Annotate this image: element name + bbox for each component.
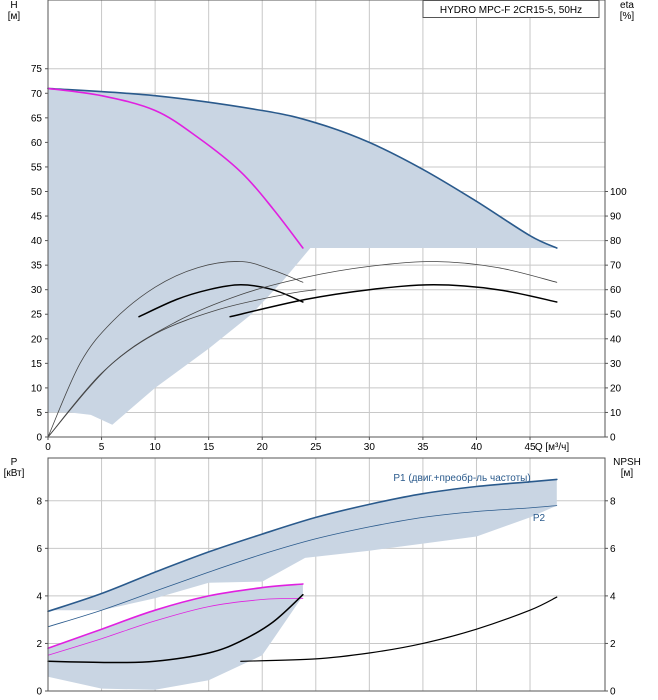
y-tick-label: 10 [31, 383, 43, 394]
curve-npsh-2-pumps [240, 596, 558, 662]
y2-tick-label: 40 [610, 334, 622, 345]
operating-range-band [48, 88, 557, 425]
y-tick-label: 70 [31, 89, 43, 100]
y2-tick-label: 8 [610, 496, 616, 507]
operating-range-band [48, 584, 303, 690]
y-tick-label: 75 [31, 64, 43, 75]
y2-axis-label: NPSH [м] [613, 457, 641, 479]
x-tick-label: 40 [471, 442, 483, 453]
y2-tick-label: 90 [610, 212, 622, 223]
y-tick-label: 6 [36, 544, 42, 555]
y-tick-label: 20 [31, 334, 43, 345]
chart-title: HYDRO MPC-F 2CR15-5, 50Hz [440, 5, 582, 16]
y-tick-label: 55 [31, 162, 43, 173]
curve-eta-1-pump [47, 261, 304, 438]
y-tick-label: 4 [36, 591, 42, 602]
curve-h-2-pumps-max [47, 87, 558, 249]
y2-tick-label: 50 [610, 310, 622, 321]
y2-tick-label: 10 [610, 408, 622, 419]
y-axis-label: H [м] [8, 0, 21, 22]
p1-curve-label: P1 (двиг.+преобр-ль частоты) [393, 472, 530, 484]
y-tick-label: 25 [31, 310, 43, 321]
x-tick-label: 25 [310, 442, 322, 453]
y2-axis-label: eta [%] [620, 0, 635, 22]
curve-eta-system-low [47, 289, 317, 438]
curve-p1 [47, 478, 558, 613]
x-tick-label: 20 [257, 442, 269, 453]
y2-tick-label: 80 [610, 236, 622, 247]
y-tick-label: 65 [31, 113, 43, 124]
y2-tick-label: 2 [610, 639, 616, 650]
y2-tick-label: 70 [610, 261, 622, 272]
plot-frame [47, 457, 606, 692]
x-tick-label: 45 [524, 442, 536, 453]
y-tick-label: 8 [36, 496, 42, 507]
head-efficiency-chart: 0510152025303540455055606570750102030405… [8, 0, 635, 453]
y2-tick-label: 30 [610, 359, 622, 370]
curve-eta-1-pump-duty [138, 284, 304, 318]
y2-tick-label: 60 [610, 285, 622, 296]
y2-tick-label: 0 [610, 433, 616, 444]
y-tick-label: 0 [36, 687, 42, 698]
y2-tick-label: 0 [610, 687, 616, 698]
x-axis-label: Q [м³/ч] [535, 442, 570, 453]
plot-frame [47, 0, 606, 438]
y-tick-label: 2 [36, 639, 42, 650]
curve-h-1-pump [47, 87, 304, 249]
y2-tick-label: 100 [610, 187, 627, 198]
y-tick-label: 40 [31, 236, 43, 247]
operating-range-band [48, 479, 557, 612]
x-tick-label: 30 [364, 442, 376, 453]
power-npsh-chart: 0 2 4 6 8 0 2 4 6 8 P [кВт] NPSH [м] P1 (двиг.+преобр-… [4, 457, 641, 698]
y-axis-label: P [кВт] [4, 457, 25, 479]
x-tick-label: 10 [150, 442, 162, 453]
x-tick-label: 0 [45, 442, 51, 453]
y-tick-label: 45 [31, 212, 43, 223]
p2-curve-label: P2 [533, 513, 546, 524]
curve-eta-2-pumps-duty [229, 284, 558, 318]
y2-tick-label: 6 [610, 544, 616, 555]
x-tick-label: 35 [417, 442, 429, 453]
title-box [422, 0, 600, 18]
y2-tick-label: 4 [610, 591, 616, 602]
y-tick-label: 15 [31, 359, 43, 370]
x-tick-label: 15 [203, 442, 215, 453]
curve-p2-1-pump [47, 597, 304, 656]
y-tick-label: 50 [31, 187, 43, 198]
curve-p1-1-pump [47, 583, 304, 649]
y-tick-label: 60 [31, 138, 43, 149]
y-tick-label: 5 [36, 408, 42, 419]
curve-npsh-1-pump [47, 593, 304, 664]
x-tick-label: 5 [99, 442, 105, 453]
y-tick-label: 0 [36, 433, 42, 444]
curve-p2 [47, 505, 558, 628]
y-tick-label: 35 [31, 261, 43, 272]
y-tick-label: 30 [31, 285, 43, 296]
y2-tick-label: 20 [610, 383, 622, 394]
